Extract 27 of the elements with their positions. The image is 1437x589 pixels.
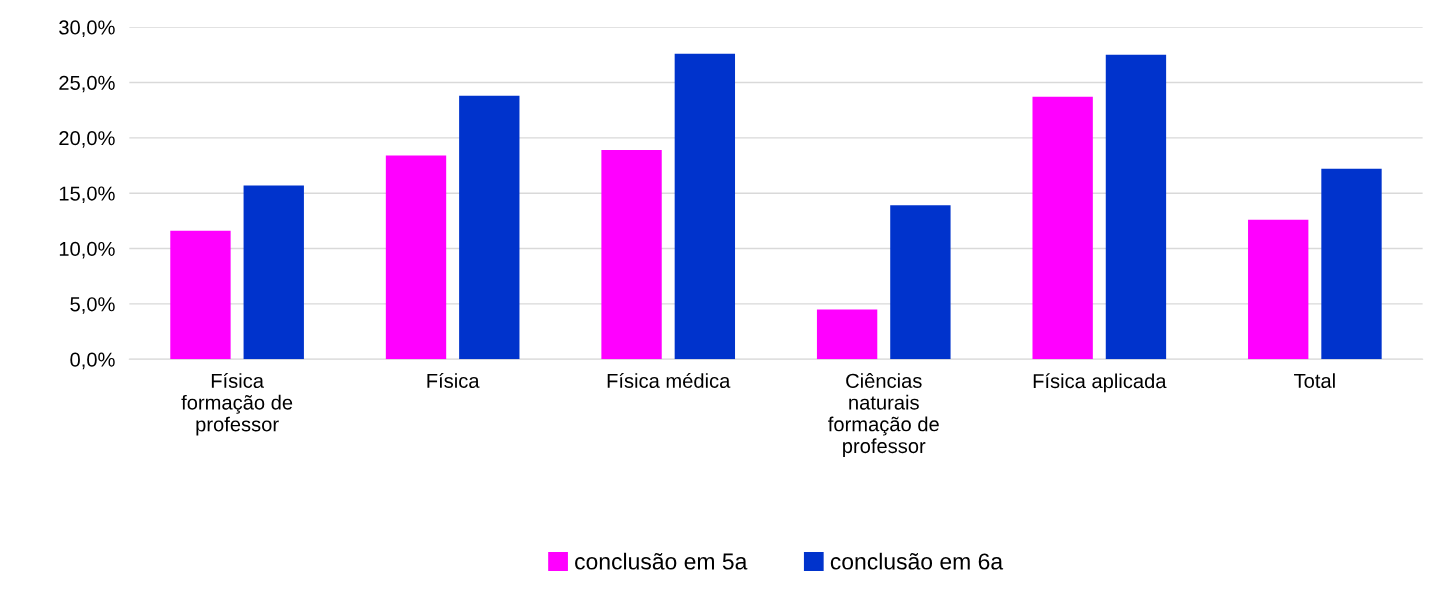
bar <box>816 309 878 360</box>
y-tick-label: 15,0% <box>59 186 115 204</box>
bar <box>674 53 736 360</box>
bar <box>1105 54 1167 360</box>
bar <box>1321 168 1382 360</box>
y-tick-label: 20,0% <box>59 131 115 148</box>
bar <box>385 155 447 360</box>
x-tick-label: Física <box>427 372 480 388</box>
bar <box>1032 96 1093 360</box>
x-tick-label: Física formação de professor <box>181 372 293 436</box>
x-tick-label: Física médica <box>607 372 731 388</box>
bar <box>170 230 231 360</box>
y-tick-label: 0,0% <box>70 352 115 370</box>
bar <box>1248 219 1309 360</box>
x-tick-label: Total <box>1294 373 1335 388</box>
bar <box>890 205 951 360</box>
bar <box>601 150 662 360</box>
y-tick-label: 5,0% <box>70 297 115 314</box>
y-tick-label: 10,0% <box>59 241 115 259</box>
bar <box>459 95 520 360</box>
y-tick-label: 30,0% <box>59 20 115 37</box>
x-tick-label: Física aplicada <box>1033 373 1167 393</box>
x-tick-label: Ciências naturais formação de professor <box>828 373 939 458</box>
legend-label: conclusão em 5a <box>575 552 748 570</box>
y-tick-label: 25,0% <box>59 75 115 93</box>
bar <box>243 185 304 360</box>
legend-label: conclusão em 6a <box>830 552 1004 570</box>
